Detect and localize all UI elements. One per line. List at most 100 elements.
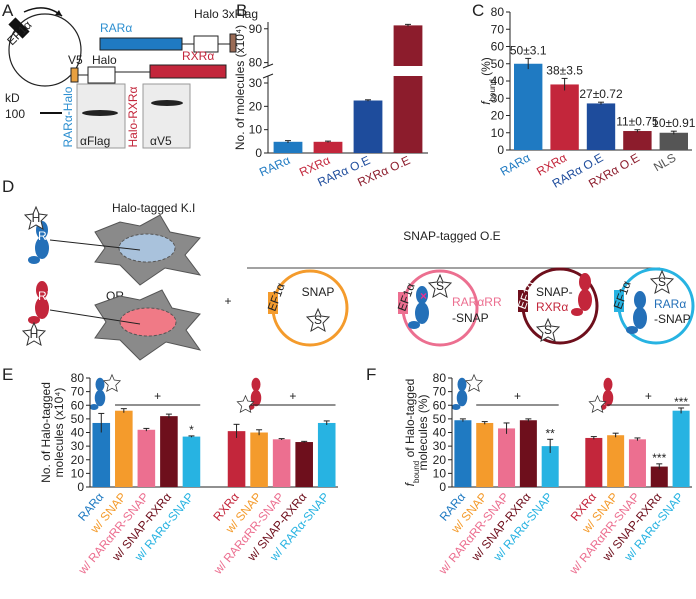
bar (393, 25, 423, 67)
x-tick-label: RARα (257, 153, 292, 179)
bar (137, 429, 156, 487)
shape (49, 309, 141, 325)
axis-break (262, 63, 274, 69)
y-axis-label: molecules (x10⁴) (52, 388, 66, 478)
value-label: 10±0.91 (652, 116, 696, 130)
icon (236, 377, 262, 413)
diagram-text: S (436, 279, 444, 293)
label-part: No. of Halo-tagged (39, 382, 53, 483)
nucleus (119, 307, 177, 337)
flag-tag (229, 33, 237, 53)
diagram-text: RXRα (536, 300, 568, 314)
diagram-text: αV5 (150, 134, 172, 148)
y-tick-label: 30 (491, 91, 505, 105)
panel-label: B (236, 1, 247, 20)
shape (103, 374, 121, 392)
label-part: (%) (479, 57, 493, 79)
diagram-text: SNAP- (536, 285, 573, 299)
y-tick-label: 10 (71, 466, 85, 480)
plasmid (8, 13, 82, 87)
rar-molecule (626, 291, 647, 334)
y-tick-label: 30 (433, 439, 447, 453)
diagram-text: × (420, 289, 427, 303)
y-axis-label: No. of Halo-tagged (39, 382, 53, 483)
y-tick-label: 70 (433, 385, 447, 399)
bar (585, 437, 603, 487)
y-tick-label: 20 (491, 109, 505, 123)
promoter (518, 290, 528, 312)
y-tick-label: 50 (71, 412, 85, 426)
y-tick-label: 70 (71, 385, 85, 399)
y-tick-label: 80 (249, 56, 263, 70)
y-axis-label: fbound (%) (479, 57, 497, 105)
bar (227, 431, 246, 487)
y-tick-label: 0 (77, 480, 84, 494)
diagram-text: EF1α (4, 18, 34, 48)
y-axis-label: fbound of Halo-tagged (403, 379, 421, 487)
rar-construct (99, 37, 183, 51)
label-part: molecules (x10⁴) (52, 388, 66, 478)
diagram-text: 100 (5, 107, 25, 121)
y-tick-label: 30 (71, 439, 85, 453)
y-tick-label: 80 (491, 5, 505, 19)
diagram-text: H (30, 327, 39, 341)
diagram-text: S (314, 313, 322, 327)
plasmid (271, 269, 349, 347)
panel-label: D (2, 177, 14, 196)
significance: *** (652, 451, 666, 465)
bar (659, 132, 688, 150)
y-tick-label: 10 (491, 126, 505, 140)
arrowhead (55, 10, 62, 16)
diagram-text: SNAP-tagged O.E (403, 229, 500, 243)
value-label: 27±0.72 (579, 87, 623, 101)
y-tick-label: 0 (255, 146, 262, 160)
bar (393, 76, 423, 153)
label-part: bound (412, 461, 421, 483)
bar (273, 141, 303, 153)
x-tick-label: NLS (651, 150, 678, 174)
significance: ** (546, 426, 556, 440)
y-tick-label: 20 (249, 99, 263, 113)
bar (182, 436, 201, 487)
value-label: 50±3.1 (510, 43, 547, 57)
y-tick-label: 40 (433, 426, 447, 440)
bar (272, 439, 291, 487)
bar (476, 422, 494, 487)
y-tick-label: 50 (491, 57, 505, 71)
value-label: 38±3.5 (546, 63, 583, 77)
blot (142, 83, 191, 149)
diagram-text: RXRα (182, 49, 214, 63)
label-part: f (479, 100, 493, 105)
y-tick-label: 20 (71, 453, 85, 467)
y-tick-label: 10 (249, 123, 263, 137)
bar (672, 410, 690, 487)
y-axis-label: No. of molecules (x10⁴) (233, 25, 247, 150)
bar (92, 422, 111, 487)
bar (650, 466, 668, 487)
y-tick-label: 10 (433, 466, 447, 480)
diagram-text: αFlag (80, 134, 110, 148)
diagram-text: Halo (92, 53, 117, 67)
shape (89, 377, 106, 410)
group-label: + (514, 389, 521, 403)
diagram-text: + (224, 294, 231, 308)
bar (586, 103, 616, 150)
shape (451, 377, 468, 410)
y-tick-label: 90 (249, 22, 263, 36)
bar (628, 439, 646, 487)
label-part: bound (488, 79, 497, 101)
diagram-text: 3xFlag (222, 7, 258, 21)
rxr-construct (149, 64, 227, 79)
diagram-text: Halo-tagged K.I (112, 201, 195, 215)
y-tick-label: 20 (433, 453, 447, 467)
y-tick-label: 0 (439, 480, 446, 494)
diagram-text: S (658, 275, 666, 289)
group-label: + (645, 389, 652, 403)
bar (607, 435, 625, 487)
y-tick-label: 80 (71, 371, 85, 385)
significance: * (189, 423, 194, 437)
diagram-text: -SNAP (654, 312, 691, 326)
y-tick-label: 70 (491, 22, 505, 36)
diagram-text: RXR (38, 289, 64, 303)
y-tick-label: 60 (433, 398, 447, 412)
